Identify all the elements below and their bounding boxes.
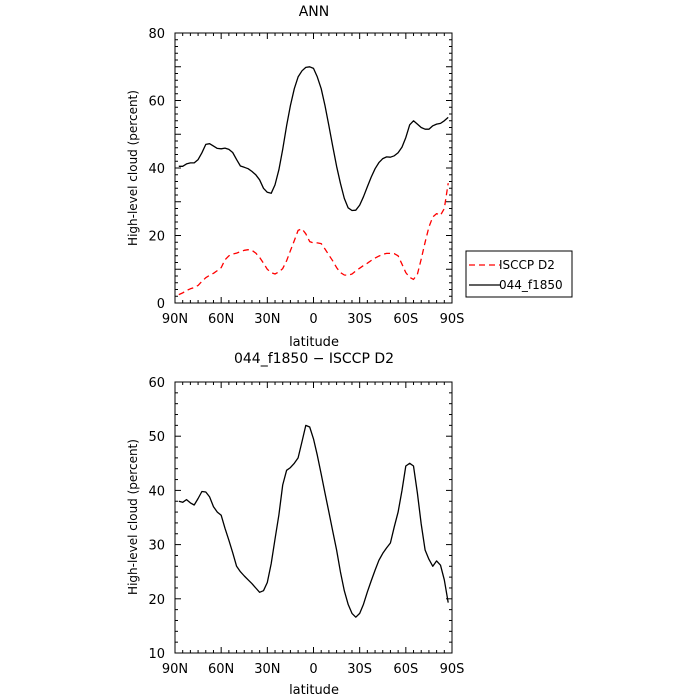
legend-label-044-f1850: 044_f1850 bbox=[499, 278, 563, 292]
bottom-chart-ytick-label: 40 bbox=[148, 484, 165, 499]
bottom-chart-ytick-label: 50 bbox=[148, 430, 165, 445]
top-chart-ylabel: High-level cloud (percent) bbox=[126, 90, 140, 246]
top-chart-xtick-label: 60S bbox=[393, 312, 418, 327]
bottom-chart-ytick-label: 20 bbox=[148, 593, 165, 608]
top-chart-frame bbox=[174, 32, 453, 304]
top-chart-xlabel: latitude bbox=[289, 335, 339, 350]
bottom-chart-xtick-label: 90N bbox=[162, 662, 188, 677]
bottom-chart-ytick-label: 60 bbox=[148, 376, 165, 391]
top-chart-ytick-label: 60 bbox=[148, 95, 165, 110]
top-chart-title: ANN bbox=[299, 4, 330, 20]
top-chart-ytick-label: 20 bbox=[148, 230, 165, 245]
top-chart-xtick-label: 90N bbox=[162, 312, 188, 327]
legend-box bbox=[465, 250, 573, 298]
top-chart-ytick-label: 80 bbox=[148, 27, 165, 42]
bottom-chart-xlabel: latitude bbox=[289, 683, 339, 698]
top-chart-xtick-label: 90S bbox=[440, 312, 465, 327]
bottom-chart-xtick-label: 0 bbox=[309, 662, 317, 677]
top-chart-ticks: 90N 60N 30N 0 30S 60S 90S 0 20 40 60 80 bbox=[148, 27, 464, 327]
top-chart-ytick-label: 0 bbox=[157, 297, 165, 312]
bottom-chart-ytick-label: 30 bbox=[148, 539, 165, 554]
legend-label-isccp-d2: ISCCP D2 bbox=[499, 258, 555, 272]
bottom-chart-frame bbox=[174, 381, 453, 654]
bottom-chart-series-line-difference bbox=[178, 424, 449, 618]
bottom-chart-xtick-label: 90S bbox=[440, 662, 465, 677]
top-chart-legend: ISCCP D2 044_f1850 bbox=[465, 250, 573, 298]
top-chart-series-line-044-f1850 bbox=[178, 66, 449, 212]
bottom-chart-xtick-label: 60S bbox=[393, 662, 418, 677]
top-chart-ytick-label: 40 bbox=[148, 162, 165, 177]
bottom-chart-title: 044_f1850 − ISCCP D2 bbox=[234, 351, 394, 367]
top-chart-series bbox=[178, 66, 449, 296]
bottom-chart-ytick-label: 10 bbox=[148, 647, 165, 662]
bottom-chart-ticks: 90N 60N 30N 0 30S 60S 90S 10 20 30 40 50 60 bbox=[148, 376, 464, 677]
bottom-chart-panel: 044_f1850 − ISCCP D2 latitude High-level… bbox=[126, 351, 464, 698]
bottom-chart-series bbox=[178, 424, 449, 618]
bottom-chart-xtick-label: 30N bbox=[254, 662, 280, 677]
bottom-chart-xtick-label: 60N bbox=[208, 662, 234, 677]
top-chart-xtick-label: 30S bbox=[347, 312, 372, 327]
top-chart-xtick-label: 0 bbox=[309, 312, 317, 327]
bottom-chart-ylabel: High-level cloud (percent) bbox=[126, 439, 140, 595]
top-chart-xtick-label: 30N bbox=[254, 312, 280, 327]
top-chart-series-line-isccp-d2 bbox=[178, 183, 449, 296]
bottom-chart-xtick-label: 30S bbox=[347, 662, 372, 677]
top-chart-panel: ANN latitude High-level cloud (percent) … bbox=[126, 4, 464, 350]
top-chart-xtick-label: 60N bbox=[208, 312, 234, 327]
